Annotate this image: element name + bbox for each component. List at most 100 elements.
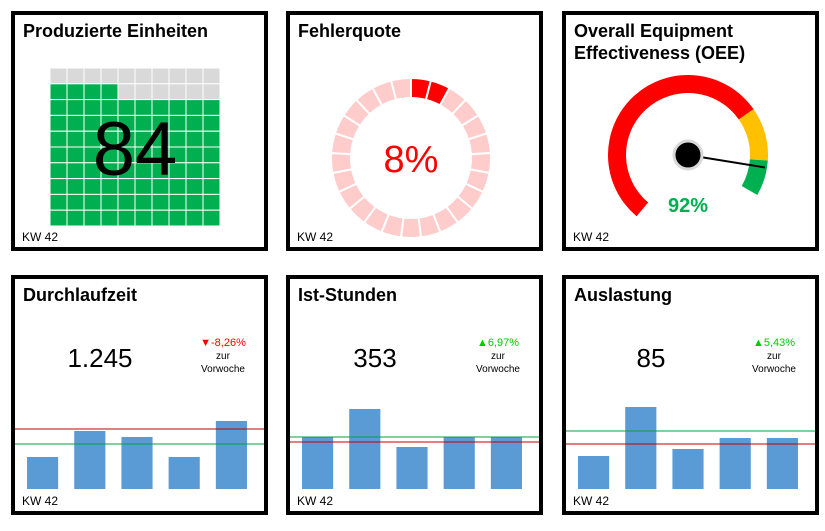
waffle-cell xyxy=(66,209,85,227)
card-title: Produzierte Einheiten xyxy=(23,21,209,41)
waffle-cell xyxy=(66,146,85,164)
waffle-cell xyxy=(151,209,170,227)
waffle-cell xyxy=(185,99,204,116)
waffle-cell xyxy=(83,193,102,211)
week-label: KW 42 xyxy=(22,494,59,508)
waffle-cell xyxy=(66,83,85,101)
waffle-cell xyxy=(100,209,119,227)
waffle-cell xyxy=(202,114,221,132)
waffle-cell xyxy=(151,67,170,85)
bar xyxy=(168,457,200,489)
waffle-cell xyxy=(66,67,85,85)
waffle-cell xyxy=(49,209,68,227)
donut-chart: 8% xyxy=(330,76,492,239)
bar xyxy=(74,431,106,489)
gauge-band-orange xyxy=(738,109,768,161)
waffle-cell xyxy=(151,83,170,101)
donut-value: 8% xyxy=(384,139,439,181)
waffle-cell xyxy=(117,193,136,211)
waffle-cell xyxy=(202,83,221,101)
bar xyxy=(443,437,475,489)
change-caption: zur Vorwoche xyxy=(752,351,796,375)
gauge-chart: 92% xyxy=(608,75,768,217)
waffle-cell xyxy=(185,130,204,148)
oee-card: Overall Equipment Effectiveness (OEE) 92… xyxy=(562,11,819,251)
bar xyxy=(719,438,751,489)
waffle-cell xyxy=(49,162,68,180)
waffle-cell xyxy=(134,193,153,211)
kpi-value: 85 xyxy=(636,343,666,373)
error-rate-card: Fehlerquote 8% KW 42 xyxy=(286,11,543,251)
waffle-cell xyxy=(185,83,204,101)
bar xyxy=(672,449,704,489)
waffle-cell xyxy=(49,99,68,116)
waffle-cell xyxy=(202,146,221,164)
week-label: KW 42 xyxy=(573,494,610,508)
kpi-value: 353 xyxy=(353,343,397,373)
waffle-cell xyxy=(83,209,102,227)
waffle-cell xyxy=(83,67,102,85)
change-value: ▲6,97% xyxy=(476,337,520,349)
waffle-cell xyxy=(185,209,204,227)
waffle-cell xyxy=(134,67,153,85)
change-caption: zur Vorwoche xyxy=(201,351,245,375)
waffle-cell xyxy=(117,83,136,101)
bar xyxy=(578,456,610,489)
kpi-value: 1.245 xyxy=(67,343,133,373)
card-title: Auslastung xyxy=(574,285,673,305)
waffle-cell xyxy=(185,67,204,85)
card-title: Overall Equipment Effectiveness (OEE) xyxy=(574,21,746,63)
waffle-cell xyxy=(49,130,68,148)
waffle-cell xyxy=(66,178,85,195)
donut-segment xyxy=(330,151,354,175)
waffle-cell xyxy=(202,67,221,85)
gauge-band-red xyxy=(608,75,754,217)
waffle-cell xyxy=(66,130,85,148)
utilization-card: Auslastung 85 ▲5,43% zur Vorwoche KW 42 xyxy=(562,275,819,515)
waffle-cell xyxy=(100,193,119,211)
waffle-cell xyxy=(151,193,170,211)
waffle-cell xyxy=(134,209,153,227)
waffle-cell xyxy=(100,83,119,101)
bar-chart xyxy=(566,407,815,489)
change-value: ▲5,43% xyxy=(752,337,796,349)
waffle-cell xyxy=(49,146,68,164)
lead-time-card: Durchlaufzeit 1.245 ▼-8,26% zur Vorwoche… xyxy=(11,275,268,515)
bar xyxy=(349,409,381,489)
waffle-cell xyxy=(185,178,204,195)
waffle-cell xyxy=(66,99,85,116)
waffle-cell xyxy=(83,83,102,101)
waffle-cell xyxy=(202,209,221,227)
waffle-cell xyxy=(66,162,85,180)
change-value: ▼-8,26% xyxy=(200,337,246,349)
card-title: Durchlaufzeit xyxy=(23,285,138,305)
waffle-cell xyxy=(168,83,187,101)
waffle-chart: 84 xyxy=(49,67,221,227)
card-title: Ist-Stunden xyxy=(298,285,397,305)
waffle-cell xyxy=(66,114,85,132)
actual-hours-card: Ist-Stunden 353 ▲6,97% zur Vorwoche KW 4… xyxy=(286,275,543,515)
waffle-cell xyxy=(185,114,204,132)
waffle-cell xyxy=(202,162,221,180)
bar xyxy=(766,438,798,489)
gauge-band-green xyxy=(741,159,768,195)
waffle-cell xyxy=(49,114,68,132)
bar xyxy=(27,457,59,489)
change-indicator: ▲6,97% zur Vorwoche xyxy=(463,337,533,376)
waffle-cell xyxy=(49,178,68,195)
change-caption: zur Vorwoche xyxy=(476,351,520,375)
card-title: Fehlerquote xyxy=(298,21,402,41)
waffle-cell xyxy=(168,209,187,227)
waffle-cell xyxy=(66,193,85,211)
week-label: KW 42 xyxy=(573,230,610,244)
waffle-cell xyxy=(134,83,153,101)
waffle-cell xyxy=(185,193,204,211)
waffle-cell xyxy=(185,162,204,180)
week-label: KW 42 xyxy=(22,230,59,244)
waffle-cell xyxy=(49,193,68,211)
waffle-cell xyxy=(202,193,221,211)
gauge-value: 92% xyxy=(668,195,708,217)
bar xyxy=(396,447,428,489)
bar-chart xyxy=(15,421,264,489)
change-indicator: ▲5,43% zur Vorwoche xyxy=(739,337,809,376)
